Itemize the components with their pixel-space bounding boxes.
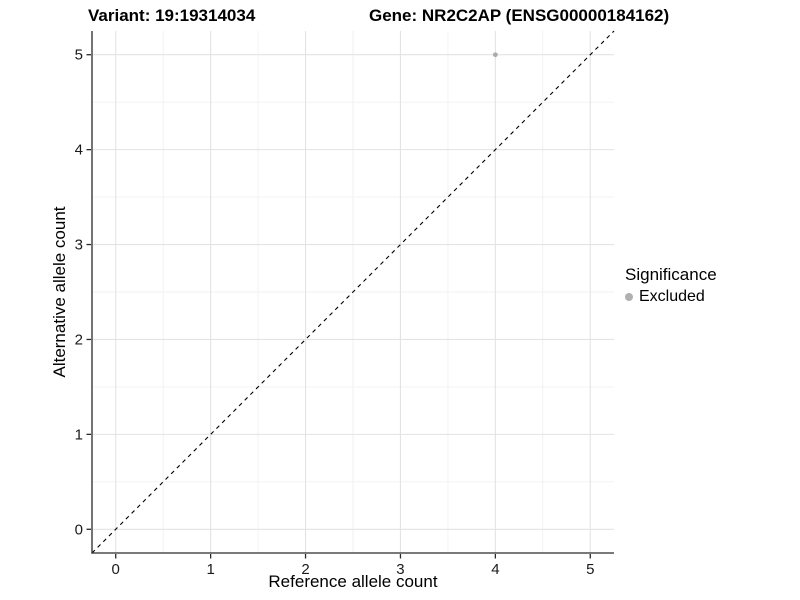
x-axis-title: Reference allele count	[268, 572, 438, 591]
legend-entry-excluded: Excluded	[625, 288, 717, 306]
y-tick-label: 2	[75, 331, 83, 348]
x-tick-label: 5	[586, 561, 594, 578]
plot-title-variant: Variant: 19:19314034	[88, 6, 256, 25]
x-tick-label: 3	[396, 561, 404, 578]
x-tick-label: 4	[491, 561, 499, 578]
x-tick-label: 1	[206, 561, 214, 578]
data-point-excluded	[492, 52, 498, 58]
legend-title: Significance	[625, 265, 717, 284]
y-tick-label: 4	[75, 142, 83, 159]
legend-entry-label: Excluded	[639, 288, 705, 305]
y-tick-label: 3	[75, 237, 83, 254]
y-tick-label: 0	[75, 521, 83, 538]
excluded-point-icon	[625, 293, 633, 301]
plot-title-gene: Gene: NR2C2AP (ENSG00000184162)	[369, 6, 670, 25]
identity-dashed-line	[91, 30, 615, 554]
legend: Significance Excluded	[625, 265, 717, 306]
y-axis-title: Alternative allele count	[50, 206, 69, 378]
x-tick-label: 0	[112, 561, 120, 578]
x-tick-label: 2	[301, 561, 309, 578]
y-tick-label: 1	[75, 426, 83, 443]
y-tick-label: 5	[75, 47, 83, 64]
